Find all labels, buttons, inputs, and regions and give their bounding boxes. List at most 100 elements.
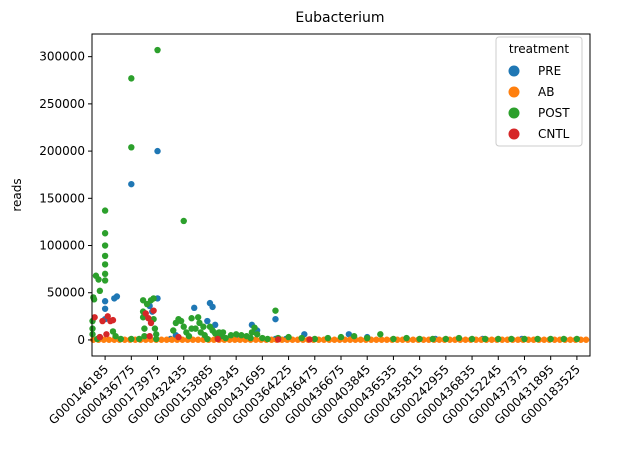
point-post-27 bbox=[141, 325, 148, 332]
point-post-74 bbox=[285, 333, 292, 341]
point-post-44 bbox=[185, 332, 193, 340]
point-ab-81 bbox=[514, 336, 522, 343]
point-ab-94 bbox=[582, 336, 590, 343]
point-post-20 bbox=[128, 75, 135, 82]
legend-marker-cntl bbox=[508, 128, 520, 140]
point-cntl-4 bbox=[109, 316, 117, 324]
point-post-79 bbox=[350, 332, 358, 340]
point-pre-16 bbox=[211, 321, 219, 329]
legend-label-post: POST bbox=[538, 106, 570, 120]
point-post-78 bbox=[337, 333, 345, 341]
point-post-2 bbox=[89, 331, 96, 338]
y-axis: 0 50000 100000 150000 200000 250000 300000 bbox=[39, 50, 92, 347]
point-post-12 bbox=[101, 261, 109, 268]
point-cntl-5 bbox=[96, 333, 104, 341]
legend: treatment PRE AB POST CNTL bbox=[495, 36, 583, 147]
point-post-10 bbox=[101, 242, 109, 249]
point-cntl-6 bbox=[103, 331, 110, 338]
legend-marker-pre bbox=[508, 65, 520, 77]
point-post-13 bbox=[101, 270, 109, 278]
point-post-81 bbox=[377, 331, 384, 338]
legend-title: treatment bbox=[509, 42, 569, 56]
chart-title: Eubacterium bbox=[295, 10, 384, 26]
point-post-62 bbox=[227, 332, 235, 339]
y-tick-label-4: 200000 bbox=[39, 144, 85, 158]
point-post-48 bbox=[194, 314, 202, 321]
point-post-91 bbox=[508, 335, 515, 343]
point-post-47 bbox=[192, 325, 199, 332]
point-post-63 bbox=[232, 331, 240, 338]
point-pre-13 bbox=[191, 304, 198, 312]
point-post-21 bbox=[128, 144, 135, 151]
point-post-76 bbox=[311, 335, 318, 343]
point-post-33 bbox=[151, 325, 159, 332]
point-post-34 bbox=[153, 331, 160, 338]
legend-marker-post bbox=[508, 107, 520, 119]
point-cntl-7 bbox=[142, 310, 149, 317]
point-post-92 bbox=[521, 335, 528, 343]
point-cntl-15 bbox=[306, 336, 313, 343]
point-cntl-14 bbox=[274, 336, 282, 343]
point-post-35 bbox=[153, 335, 160, 343]
point-pre-5 bbox=[128, 180, 135, 188]
point-post-7 bbox=[96, 287, 104, 295]
point-ab-31 bbox=[252, 336, 260, 343]
point-post-1 bbox=[89, 325, 96, 332]
legend-label-pre: PRE bbox=[538, 64, 561, 78]
point-post-71 bbox=[264, 335, 271, 343]
point-ab-71 bbox=[462, 336, 469, 343]
point-post-90 bbox=[495, 335, 502, 343]
point-post-82 bbox=[390, 335, 397, 343]
point-cntl-1 bbox=[99, 317, 106, 325]
point-post-83 bbox=[403, 334, 410, 342]
point-post-42 bbox=[180, 323, 187, 330]
point-post-84 bbox=[416, 335, 423, 343]
point-post-11 bbox=[101, 252, 109, 260]
plot-area bbox=[89, 46, 590, 343]
point-pre-25 bbox=[345, 331, 353, 338]
y-tick-label-6: 300000 bbox=[39, 50, 85, 64]
point-post-31 bbox=[150, 295, 157, 302]
point-post-68 bbox=[251, 324, 258, 331]
point-pre-4 bbox=[113, 293, 121, 300]
y-tick-label-1: 50000 bbox=[47, 286, 85, 300]
y-axis-label: reads bbox=[10, 178, 24, 211]
legend-label-ab: AB bbox=[538, 85, 554, 99]
point-ab-15 bbox=[168, 336, 176, 343]
point-post-86 bbox=[442, 335, 450, 343]
point-post-61 bbox=[222, 334, 229, 342]
point-post-70 bbox=[259, 334, 266, 342]
point-cntl-0 bbox=[91, 314, 98, 321]
point-post-37 bbox=[170, 327, 177, 334]
point-post-60 bbox=[219, 329, 227, 336]
point-cntl-10 bbox=[150, 307, 157, 314]
point-post-89 bbox=[481, 335, 489, 343]
point-post-18 bbox=[112, 332, 119, 340]
point-pre-17 bbox=[204, 317, 211, 325]
point-post-96 bbox=[573, 335, 581, 343]
legend-label-cntl: CNTL bbox=[538, 127, 570, 141]
point-ab-86 bbox=[540, 336, 548, 343]
point-post-88 bbox=[468, 335, 476, 343]
point-post-69 bbox=[253, 331, 261, 338]
point-post-40 bbox=[177, 317, 185, 325]
point-ab-54 bbox=[373, 336, 380, 343]
y-tick-label-0: 0 bbox=[77, 333, 85, 347]
point-post-14 bbox=[101, 277, 109, 284]
legend-marker-ab bbox=[508, 86, 520, 98]
point-post-41 bbox=[180, 217, 187, 225]
point-post-6 bbox=[95, 276, 102, 283]
point-pre-15 bbox=[209, 303, 216, 311]
point-cntl-13 bbox=[214, 335, 222, 343]
point-post-66 bbox=[247, 334, 254, 342]
point-ab-27 bbox=[231, 336, 239, 343]
point-post-93 bbox=[534, 335, 541, 343]
point-ab-66 bbox=[436, 336, 443, 343]
point-pre-1 bbox=[101, 305, 109, 312]
point-cntl-11 bbox=[146, 332, 153, 340]
point-cntl-9 bbox=[147, 319, 155, 327]
point-post-85 bbox=[429, 335, 436, 343]
point-ab-61 bbox=[409, 336, 417, 343]
point-post-17 bbox=[109, 328, 117, 335]
